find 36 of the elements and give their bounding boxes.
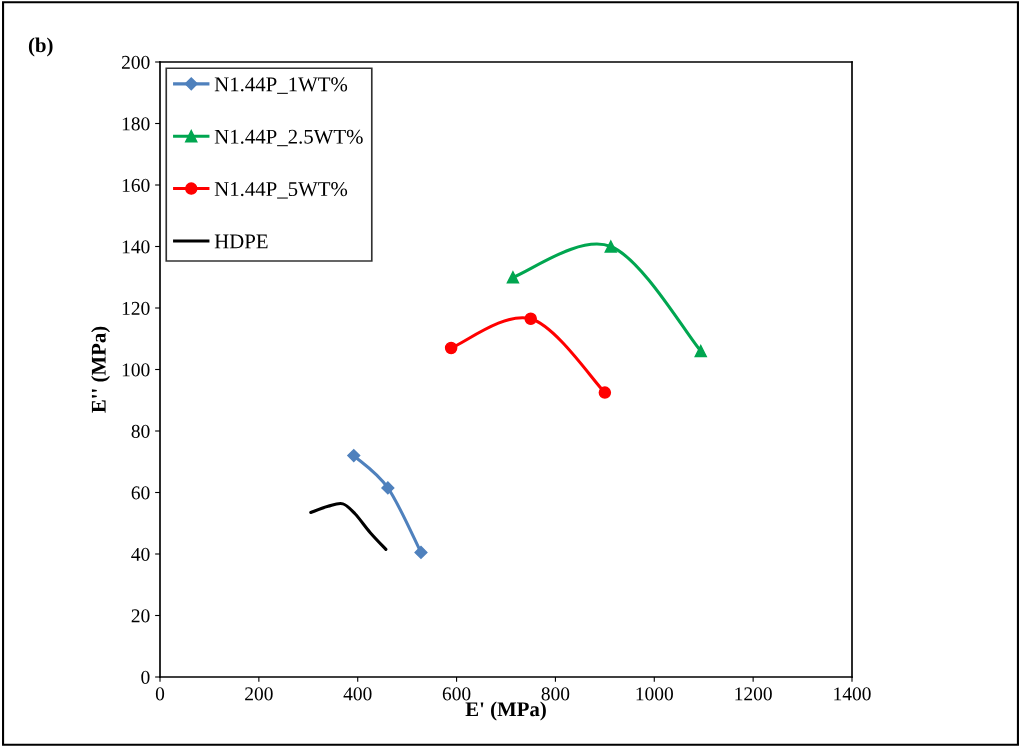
point [506,270,520,284]
y-tick-label: 120 [122,301,150,315]
y-tick-label: 40 [131,547,150,561]
x-tick-label: 200 [245,687,273,701]
point [347,449,361,463]
y-tick-label: 140 [122,240,150,254]
legend-label: N1.44P_5WT% [214,182,348,199]
legend-label: N1.44P_1WT% [214,77,348,94]
point [444,341,458,355]
y-tick-label: 60 [131,486,150,500]
x-tick-label: 1200 [735,687,772,701]
y-tick-label: 160 [122,178,150,192]
point [414,545,428,560]
point [598,386,612,399]
x-tick-label: 1000 [636,687,673,701]
y-tick-label: 180 [122,117,150,131]
point [524,312,537,326]
point [694,344,707,358]
chart-title: (b) [28,37,53,57]
y-axis-title: E'' (MPa) [91,326,110,413]
legend-label: N1.44P_2.5WT% [214,129,363,147]
legend-label: HDPE [214,234,268,249]
y-tick-label: 20 [131,609,150,623]
x-axis-title: E' (MPa) [465,701,546,721]
y-tick-label: 100 [122,363,150,377]
y-tick-label: 80 [131,424,150,438]
point [604,240,618,253]
x-tick-label: 800 [541,687,570,701]
x-tick-label: 0 [155,687,165,701]
x-tick-label: 600 [442,687,471,701]
x-tick-label: 400 [343,687,372,701]
line-series [309,502,388,551]
y-tick-label: 0 [141,670,150,684]
point [381,481,395,495]
y-tick-label: 200 [121,55,150,69]
x-tick-label: 1400 [834,687,871,701]
